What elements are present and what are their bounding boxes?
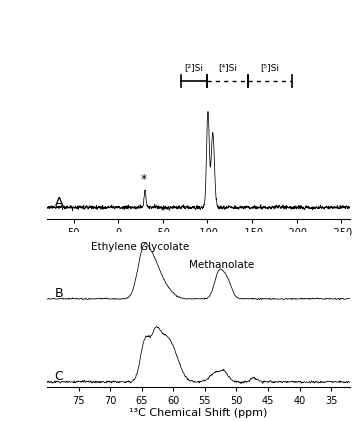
X-axis label: ¹³C Chemical Shift (ppm): ¹³C Chemical Shift (ppm) xyxy=(129,408,268,418)
Text: C: C xyxy=(55,370,63,383)
Text: A: A xyxy=(55,196,63,209)
Text: [²]Si: [²]Si xyxy=(184,64,204,72)
Text: B: B xyxy=(55,288,63,301)
Text: Methanolate: Methanolate xyxy=(189,261,255,270)
Text: [⁴]Si: [⁴]Si xyxy=(218,64,237,72)
Text: [⁵]Si: [⁵]Si xyxy=(260,64,279,72)
X-axis label: ²⁹Si Chemical Shift (ppm): ²⁹Si Chemical Shift (ppm) xyxy=(128,239,269,249)
Text: *: * xyxy=(141,173,147,187)
Text: Ethylene Glycolate: Ethylene Glycolate xyxy=(91,242,189,252)
